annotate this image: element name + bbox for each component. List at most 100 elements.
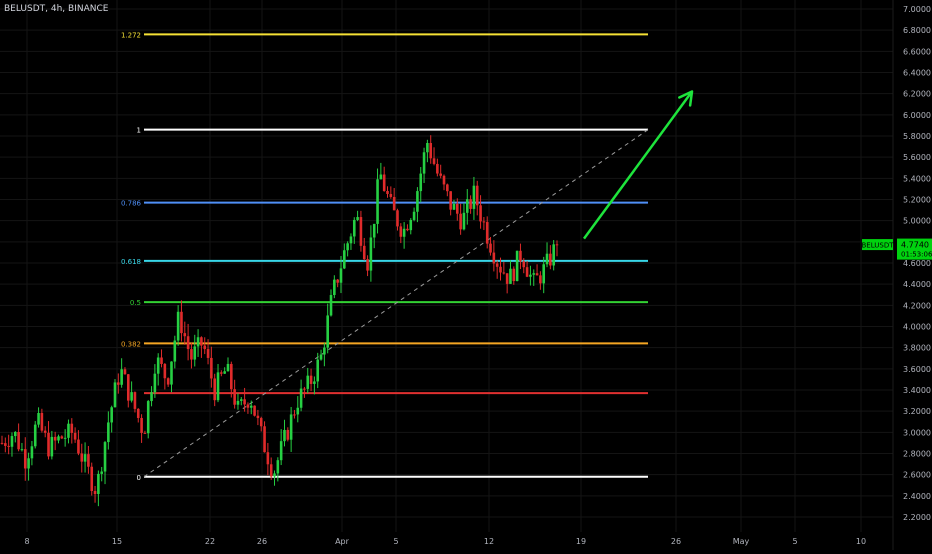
candle xyxy=(233,379,236,409)
projection-arrow-shaft[interactable] xyxy=(582,90,694,240)
candle xyxy=(10,432,14,457)
candle xyxy=(309,368,313,392)
candle-body xyxy=(402,228,406,237)
candle xyxy=(146,399,150,439)
candle xyxy=(263,421,266,453)
candle-body xyxy=(203,345,207,350)
candle-body xyxy=(259,418,263,427)
candle xyxy=(136,408,140,423)
candle-body xyxy=(83,454,87,462)
candle xyxy=(253,405,256,417)
candle xyxy=(93,486,97,503)
projection-arrow[interactable] xyxy=(582,90,694,240)
candle xyxy=(313,376,316,395)
candle xyxy=(97,470,100,507)
candle xyxy=(502,261,506,275)
candle xyxy=(226,357,230,372)
candle xyxy=(436,158,439,177)
trendline[interactable] xyxy=(143,129,649,478)
candle xyxy=(60,435,64,440)
candle xyxy=(113,379,117,408)
candle xyxy=(73,427,77,443)
candle xyxy=(409,218,413,235)
candle-body xyxy=(439,173,442,176)
candle-body xyxy=(436,163,439,174)
y-tick-label: 2.2000 xyxy=(903,513,931,522)
candle-body xyxy=(399,226,403,237)
candle-body xyxy=(515,250,519,282)
candle xyxy=(316,352,320,389)
candle-body xyxy=(409,219,413,231)
candle-body xyxy=(156,357,160,374)
x-tick-label: 10 xyxy=(856,537,866,546)
x-tick-label: 22 xyxy=(205,537,215,546)
candle-body xyxy=(343,250,346,269)
candle xyxy=(30,440,34,466)
candle xyxy=(499,257,502,281)
y-tick-label: 5.2000 xyxy=(903,196,931,205)
candle xyxy=(276,457,280,482)
candle-body xyxy=(386,191,389,194)
candle xyxy=(180,300,183,342)
fib-level-label: 0.786 xyxy=(121,200,142,208)
candle-body xyxy=(4,443,7,446)
candle-body xyxy=(63,437,67,439)
candle-body xyxy=(93,491,97,495)
candle-body xyxy=(535,273,539,276)
candle-body xyxy=(110,407,113,423)
fibonacci-levels[interactable]: 1.272 1 0.786 0.618 0.5 0.382 0 xyxy=(121,31,648,482)
candle xyxy=(156,353,160,386)
candle xyxy=(107,411,110,450)
candle xyxy=(273,470,276,486)
candle-body xyxy=(223,371,226,374)
candle xyxy=(555,240,559,257)
candle xyxy=(123,367,127,375)
candle-body xyxy=(333,279,336,296)
candle-body xyxy=(396,210,399,227)
candle xyxy=(382,166,386,192)
candle xyxy=(535,264,539,276)
candle xyxy=(489,237,492,256)
candle-body xyxy=(359,217,363,246)
candle-body xyxy=(113,382,117,408)
candle xyxy=(200,336,203,358)
candle-body xyxy=(299,388,303,408)
candle-body xyxy=(495,263,499,267)
price-axis[interactable]: 2.2000 2.4000 2.6000 2.8000 3.0000 3.2000 3.40… xyxy=(903,5,931,522)
candle-body xyxy=(206,349,210,358)
candle-body xyxy=(57,436,60,441)
candle xyxy=(419,167,423,203)
candle xyxy=(83,442,87,473)
candle xyxy=(479,195,482,229)
candle xyxy=(176,305,180,346)
candle-body xyxy=(492,252,496,264)
candle-body xyxy=(213,378,216,401)
y-tick-label: 5.4000 xyxy=(903,174,931,183)
candle xyxy=(362,237,366,261)
fib-level-label: 1.272 xyxy=(121,31,141,39)
candle-body xyxy=(163,363,167,379)
candle xyxy=(256,409,260,426)
candle xyxy=(259,416,263,432)
candle-body xyxy=(429,142,433,159)
dashed-trendline[interactable] xyxy=(143,129,649,478)
candle xyxy=(389,186,393,199)
candle xyxy=(17,423,20,452)
candle-body xyxy=(505,273,509,284)
candle xyxy=(160,349,163,368)
y-tick-label: 4.2000 xyxy=(903,301,931,310)
candle-body xyxy=(37,412,40,425)
candle-body xyxy=(422,152,426,174)
candle-body xyxy=(140,417,143,433)
candle xyxy=(143,430,147,434)
candle-body xyxy=(465,199,469,213)
candle-body xyxy=(60,436,64,439)
candle-body xyxy=(349,236,353,244)
candle xyxy=(110,405,113,433)
candle-body xyxy=(43,430,47,433)
time-axis[interactable]: 8 15 22 26 Apr 5 12 19 26 May 5 10 xyxy=(24,537,866,546)
candle xyxy=(27,452,30,481)
candle xyxy=(140,414,143,443)
